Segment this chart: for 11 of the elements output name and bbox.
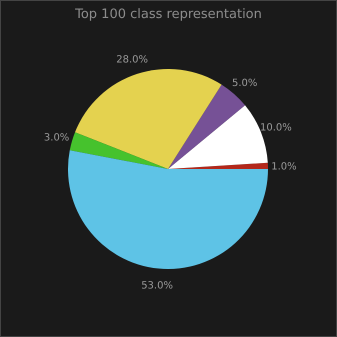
pie-slice (68, 150, 268, 269)
pie-slice (70, 132, 168, 169)
pie-slice (168, 84, 246, 169)
data-label: 10.0% (260, 122, 292, 134)
data-label: 28.0% (116, 54, 148, 66)
data-label: 3.0% (44, 132, 70, 144)
pie-slice (75, 69, 222, 169)
data-label: 1.0% (271, 161, 297, 172)
chart-title: Top 100 class representation (74, 7, 262, 22)
data-label: 53.0% (141, 280, 173, 292)
data-label: 5.0% (232, 78, 258, 89)
